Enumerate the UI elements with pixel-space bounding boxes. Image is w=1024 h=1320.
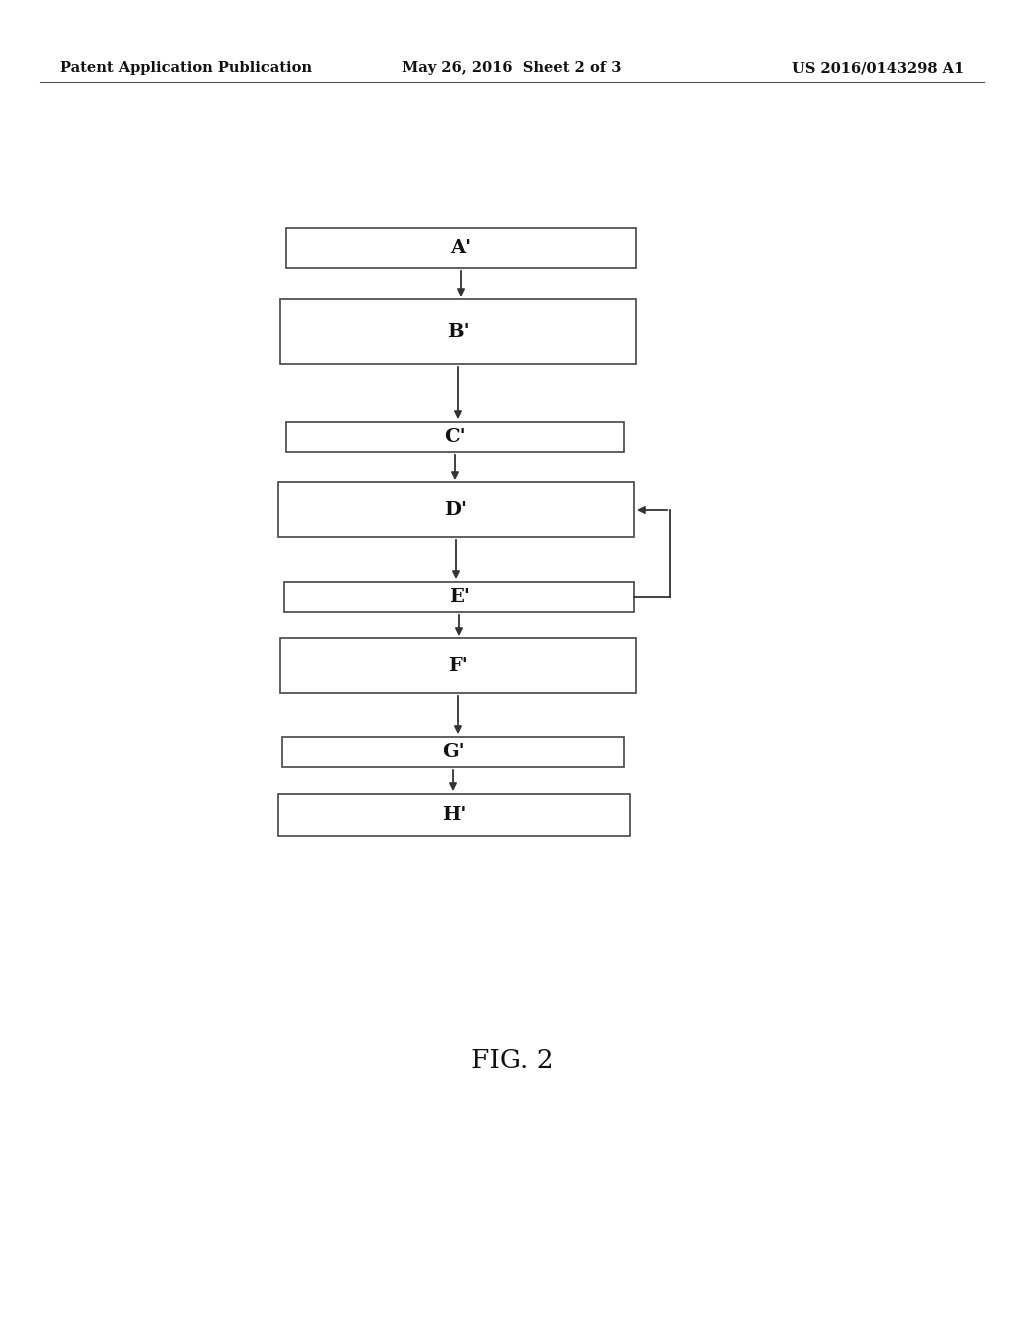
Text: FIG. 2: FIG. 2 [471, 1048, 553, 1072]
Bar [284, 582, 634, 612]
Bar [286, 228, 636, 268]
Text: May 26, 2016  Sheet 2 of 3: May 26, 2016 Sheet 2 of 3 [402, 61, 622, 75]
Text: Patent Application Publication: Patent Application Publication [60, 61, 312, 75]
Text: B': B' [446, 323, 469, 341]
Text: G': G' [441, 743, 464, 762]
Bar [278, 795, 630, 836]
Text: US 2016/0143298 A1: US 2016/0143298 A1 [792, 61, 964, 75]
Text: F': F' [449, 657, 468, 675]
Bar [280, 638, 636, 693]
Text: D': D' [444, 502, 468, 519]
Bar [282, 737, 624, 767]
Bar [278, 482, 634, 537]
Text: E': E' [449, 587, 469, 606]
Text: A': A' [451, 239, 472, 257]
Bar [280, 300, 636, 364]
Text: C': C' [444, 428, 466, 446]
Bar [286, 422, 624, 451]
Text: H': H' [441, 807, 466, 824]
